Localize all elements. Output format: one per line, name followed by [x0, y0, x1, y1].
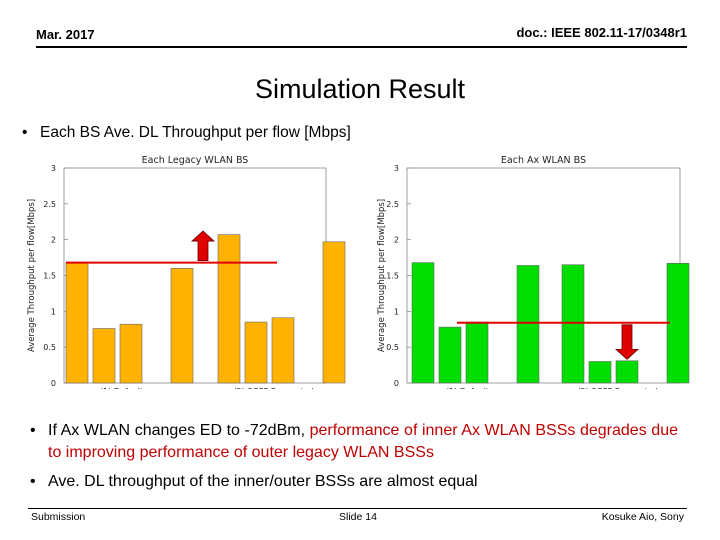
bar: [516, 265, 540, 384]
bullet-throughput-text: Each BS Ave. DL Throughput per flow [Mbp…: [40, 124, 351, 141]
y-tick-label: 1.5: [43, 272, 56, 281]
chart-title: Each Ax WLAN BS: [501, 155, 586, 166]
y-tick-label: 3: [51, 164, 56, 173]
bullet-ed-prefix: If Ax WLAN changes ED to -72dBm,: [48, 422, 310, 439]
charts-area: Each Legacy WLAN BS 0 0.5 1 1.5 2 2.5 3 Average …: [27, 155, 690, 389]
bar: [65, 262, 89, 384]
y-axis-label: Average Throughput per flow[Mbps]: [27, 199, 37, 352]
y-tick-label: 0: [394, 379, 399, 388]
bar: [244, 321, 268, 384]
slide-title: Simulation Result: [254, 74, 466, 104]
x-group-label: (2) 3GPP Requested: [578, 387, 658, 389]
y-axis-label: Average Throughput per flow[Mbps]: [377, 199, 387, 352]
y-tick-label: 0.5: [386, 343, 399, 352]
bar: [217, 234, 241, 384]
bar: [561, 264, 585, 384]
x-group-label: (2) 3GPP Requested: [234, 387, 314, 389]
bar: [588, 361, 612, 384]
bar: [170, 268, 194, 384]
bullet-equal-text: Ave. DL throughput of the inner/outer BS…: [48, 473, 478, 490]
bullet-dot: •: [30, 422, 36, 439]
y-tick-label: 3: [394, 164, 399, 173]
y-tick-label: 0.5: [43, 343, 56, 352]
bar: [438, 326, 462, 384]
bar: [465, 321, 489, 384]
bar: [322, 241, 346, 384]
bullet-dot: •: [22, 124, 28, 141]
bullet-dot: •: [30, 473, 36, 490]
arrow-down-icon: [614, 324, 640, 360]
x-group-label: (1) Default: [100, 387, 143, 389]
header-doc-id: doc.: IEEE 802.11-17/0348r1: [516, 25, 687, 40]
bar: [666, 263, 690, 384]
x-group-label: (1) Default: [446, 387, 489, 389]
bullet-ed-change: • If Ax WLAN changes ED to -72dBm, perfor…: [30, 420, 695, 464]
bullet-equal: • Ave. DL throughput of the inner/outer B…: [30, 473, 478, 491]
y-tick-label: 2: [394, 236, 399, 245]
footer-submission: Submission: [31, 511, 86, 523]
legacy-chart: Each Legacy WLAN BS 0 0.5 1 1.5 2 2.5 3 Average …: [27, 155, 346, 389]
bar: [92, 328, 116, 384]
bar: [615, 360, 639, 384]
y-tick-label: 2: [51, 236, 56, 245]
arrow-up-icon: [190, 230, 216, 261]
bar: [411, 262, 435, 384]
ax-chart: Each Ax WLAN BS 0 0.5 1 1.5 2 2.5 3 Average Thro…: [377, 155, 690, 389]
chart-title: Each Legacy WLAN BS: [142, 155, 249, 166]
y-tick-label: 2.5: [386, 200, 399, 209]
footer-slide-number: Slide 14: [339, 511, 377, 523]
y-tick-label: 2.5: [43, 200, 56, 209]
bar: [119, 323, 143, 384]
y-tick-label: 1.5: [386, 272, 399, 281]
footer-author: Kosuke Aio, Sony: [601, 511, 684, 523]
y-tick-label: 1: [394, 307, 399, 316]
y-tick-label: 0: [51, 379, 56, 388]
y-tick-label: 1: [51, 307, 56, 316]
bar: [271, 317, 295, 384]
bullet-ed-highlight: performance of inner Ax WLAN BSSs degrad…: [48, 422, 678, 461]
header-date: Mar. 2017: [36, 27, 95, 42]
footer-rule: [28, 508, 687, 509]
bullet-throughput: • Each BS Ave. DL Throughput per flow [Mb…: [22, 124, 351, 142]
header-rule: [36, 46, 687, 48]
